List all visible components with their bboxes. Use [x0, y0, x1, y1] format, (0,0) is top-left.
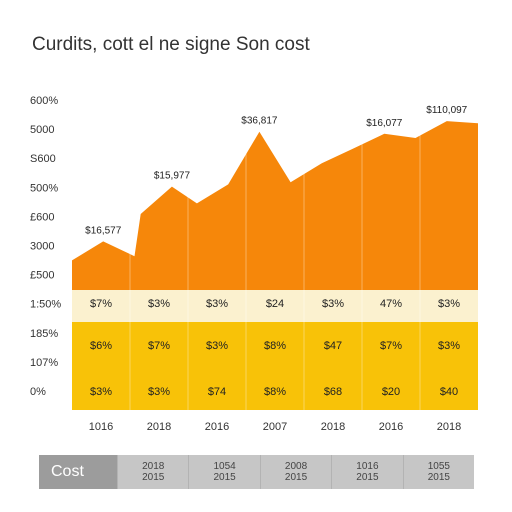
table-cell: $47: [324, 340, 342, 352]
x-tick-label: 2016: [379, 421, 403, 433]
table-cell: $3%: [206, 298, 228, 310]
y-tick-label: 107%: [30, 357, 58, 369]
y-tick-label: 0%: [30, 386, 46, 398]
footer-cell-bottom: 2015: [427, 472, 450, 483]
table-cell: $8%: [264, 386, 286, 398]
peak-label: $16,077: [366, 118, 403, 129]
table-cell: $7%: [148, 340, 170, 352]
peak-label: $15,977: [154, 171, 191, 182]
peak-label: $36,817: [241, 116, 278, 127]
peak-label: $110,097: [426, 105, 467, 116]
table-row-band: [72, 355, 478, 410]
footer-cell-top: 1016: [356, 461, 379, 472]
y-tick-label: 3000: [30, 241, 54, 253]
peak-label: $16,577: [85, 225, 122, 236]
footer-cell-top: 1055: [427, 461, 450, 472]
x-tick-label: 2016: [205, 421, 229, 433]
x-tick-label: 2018: [147, 421, 171, 433]
table-cell: $24: [266, 298, 284, 310]
footer-cell: 1055 2015: [402, 455, 474, 489]
y-tick-label: 1:50%: [30, 299, 61, 311]
footer-cell-top: 1054: [213, 461, 236, 472]
table-cell: $3%: [90, 386, 112, 398]
x-tick-label: 2018: [437, 421, 461, 433]
table-row-band: [72, 290, 478, 322]
footer-cell-bottom: 2015: [213, 472, 236, 483]
x-tick-label: 1016: [89, 421, 113, 433]
area-series: [72, 121, 478, 290]
y-tick-label: £500: [30, 270, 54, 282]
table-row-band: [72, 322, 478, 355]
table-cell: $74: [208, 386, 226, 398]
table-cell: $7%: [90, 298, 112, 310]
x-tick-label: 2018: [321, 421, 345, 433]
cost-footer: Cost 2018 2015 1054 2015 2008 2015 1016 …: [39, 455, 474, 489]
footer-cell: 1054 2015: [188, 455, 259, 489]
table-cell: $40: [440, 386, 458, 398]
table-cell: $20: [382, 386, 400, 398]
table-cell: $8%: [264, 340, 286, 352]
table-cell: $6%: [90, 340, 112, 352]
footer-label: Cost: [39, 455, 117, 489]
footer-cell: 2008 2015: [259, 455, 331, 489]
footer-cell: 1016 2015: [331, 455, 402, 489]
y-tick-label: 600%: [30, 95, 58, 107]
x-tick-label: 2007: [263, 421, 287, 433]
table-cell: $3%: [438, 298, 460, 310]
y-tick-label: 185%: [30, 328, 58, 340]
footer-cell-bottom: 2015: [356, 472, 379, 483]
footer-cell-top: 2008: [284, 461, 308, 472]
table-cell: $3%: [148, 298, 170, 310]
table-cell: $68: [324, 386, 342, 398]
table-cell: $3%: [438, 340, 460, 352]
y-tick-label: 5000: [30, 124, 54, 136]
table-cell: $3%: [148, 386, 170, 398]
table-cell: $3%: [206, 340, 228, 352]
table-cell: 47%: [380, 298, 402, 310]
footer-cell-bottom: 2015: [284, 472, 308, 483]
footer-cell: 2018 2015: [117, 455, 188, 489]
footer-cell-top: 2018: [142, 461, 165, 472]
y-tick-label: £600: [30, 211, 54, 223]
table-cell: $3%: [322, 298, 344, 310]
chart-title: Curdits, cott el ne signe Son cost: [32, 34, 310, 55]
y-tick-label: S600: [30, 153, 56, 165]
y-tick-label: 500%: [30, 182, 58, 194]
footer-cell-bottom: 2015: [142, 472, 165, 483]
table-cell: $7%: [380, 340, 402, 352]
